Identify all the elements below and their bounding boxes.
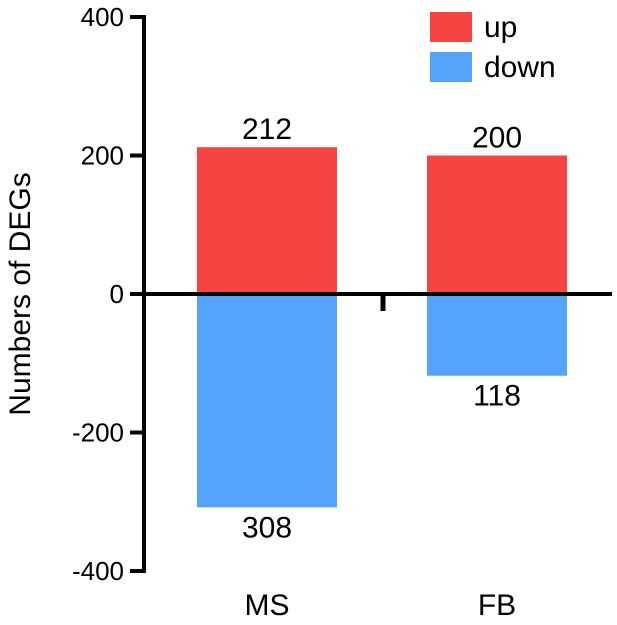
bar-up-ms: [197, 147, 337, 294]
y-tick-label: 0: [110, 279, 124, 309]
legend-swatch-up: [430, 12, 472, 42]
bar-down-fb: [427, 294, 567, 376]
category-label-ms: MS: [245, 589, 290, 622]
bars-group: [197, 147, 567, 508]
legend-label-up: up: [484, 11, 517, 44]
category-label-fb: FB: [478, 589, 516, 622]
y-tick-label: -200: [72, 418, 124, 448]
bar-label-up-ms: 212: [242, 113, 292, 146]
bar-label-down-fb: 118: [473, 380, 521, 413]
bar-down-ms: [197, 294, 337, 508]
bar-value-labels: 212 200 308 118: [242, 113, 522, 544]
bar-label-up-fb: 200: [472, 122, 522, 155]
y-tick-label: -400: [72, 556, 124, 586]
y-tick-label: 200: [81, 141, 124, 171]
bar-label-down-ms: 308: [242, 511, 292, 544]
y-axis: 400 200 0 -200 -400: [72, 2, 146, 586]
legend-swatch-down: [430, 52, 472, 82]
category-labels: MS FB: [245, 589, 517, 622]
legend-label-down: down: [484, 51, 556, 84]
y-axis-title: Numbers of DEGs: [4, 172, 37, 415]
zero-baseline: [144, 292, 612, 311]
bar-up-fb: [427, 155, 567, 294]
legend: up down: [430, 11, 556, 84]
y-tick-label: 400: [81, 2, 124, 32]
